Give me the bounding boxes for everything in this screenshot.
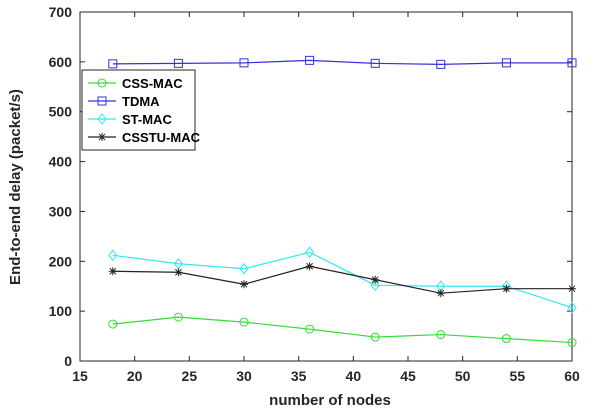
legend-item: TDMA [88, 94, 160, 109]
data-point [501, 58, 511, 68]
x-axis-label: number of nodes [269, 392, 391, 409]
legend-label: ST-MAC [122, 112, 172, 127]
data-point [240, 280, 248, 289]
data-point [567, 301, 577, 314]
data-point [305, 324, 315, 334]
legend-marker [98, 133, 106, 141]
data-point [173, 58, 183, 68]
legend-label: TDMA [122, 94, 160, 109]
data-point [436, 289, 445, 298]
series-line [112, 265, 572, 294]
legend-item: CSS-MAC [88, 76, 183, 91]
y-tick-label: 600 [49, 54, 73, 70]
y-tick-label: 300 [49, 203, 73, 219]
series-tdma [108, 55, 577, 69]
data-point [108, 267, 117, 276]
legend-item: ST-MAC [88, 112, 172, 127]
data-point [305, 262, 314, 271]
series-csstu-mac [108, 262, 576, 298]
data-point [501, 334, 511, 344]
x-tick-label: 45 [400, 368, 416, 384]
data-point [370, 58, 380, 68]
axes: 15 20 25 30 35 40 45 50 55 6001002003004005006007… [49, 4, 580, 384]
data-point [371, 275, 380, 284]
y-tick-label: 400 [49, 154, 73, 170]
x-tick-label: 60 [564, 368, 580, 384]
y-tick-label: 700 [49, 4, 73, 20]
x-tick-label: 20 [127, 368, 143, 384]
data-point [436, 330, 446, 340]
data-point [173, 312, 183, 322]
data-point [304, 246, 315, 259]
y-tick-label: 100 [49, 303, 73, 319]
x-tick-label: 50 [455, 368, 471, 384]
data-point [239, 262, 249, 275]
y-tick-label: 0 [64, 353, 72, 369]
x-tick-label: 25 [182, 368, 198, 384]
legend-label: CSS-MAC [122, 76, 183, 91]
series-line [112, 251, 573, 309]
series-css-mac [108, 312, 577, 348]
plot-series [108, 55, 577, 348]
y-tick-label: 200 [49, 253, 73, 269]
data-point [305, 55, 315, 65]
plot-frame [79, 11, 573, 362]
data-point [174, 268, 183, 277]
y-tick-label: 500 [49, 104, 73, 120]
data-point [567, 58, 577, 68]
y-axis-label: End-to-end delay (packet/s) [7, 89, 24, 285]
data-point [568, 284, 576, 293]
legend-label: CSSTU-MAC [122, 130, 201, 145]
x-tick-label: 35 [291, 368, 307, 384]
series-st-mac [108, 246, 577, 314]
legend-marker [97, 78, 107, 88]
data-point [239, 58, 249, 68]
data-point [108, 249, 118, 262]
data-point [502, 284, 511, 293]
x-tick-label: 15 [72, 368, 88, 384]
data-point [239, 317, 249, 327]
series-line [112, 59, 572, 65]
x-tick-label: 40 [346, 368, 362, 384]
x-tick-label: 55 [510, 368, 526, 384]
data-point [370, 279, 380, 292]
legend-item: CSSTU-MAC [88, 130, 201, 145]
series-line [112, 316, 573, 344]
data-point [567, 338, 577, 348]
legend: CSS-MAC TDMA ST-MAC CSSTU-MAC [81, 69, 201, 151]
data-point [108, 319, 118, 329]
data-point [436, 59, 446, 69]
data-point [370, 332, 380, 342]
data-point [108, 59, 118, 69]
legend-marker [97, 96, 107, 106]
legend-marker [97, 113, 107, 125]
x-tick-label: 30 [236, 368, 252, 384]
